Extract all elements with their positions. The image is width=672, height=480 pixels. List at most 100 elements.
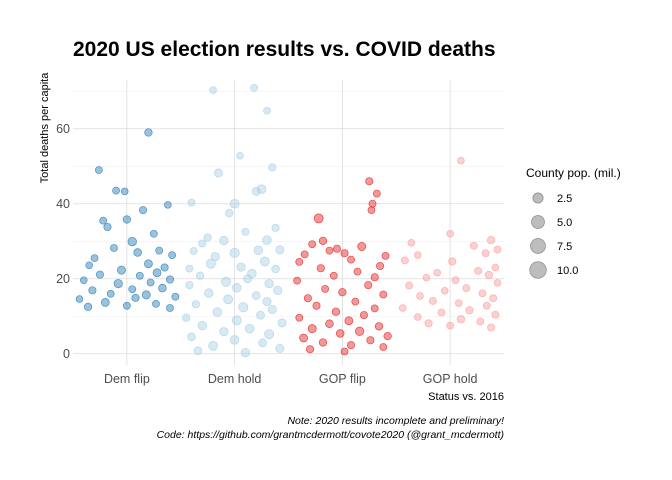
data-point bbox=[258, 338, 267, 348]
data-point bbox=[295, 257, 304, 266]
data-point bbox=[321, 284, 330, 293]
data-point bbox=[354, 326, 365, 336]
data-point bbox=[251, 291, 261, 300]
data-point bbox=[128, 285, 137, 294]
data-point bbox=[214, 168, 223, 178]
data-point bbox=[185, 281, 194, 290]
data-point bbox=[166, 304, 174, 312]
data-point bbox=[225, 208, 234, 218]
data-point bbox=[486, 235, 496, 245]
data-point bbox=[158, 283, 167, 293]
data-point bbox=[484, 270, 494, 280]
data-point bbox=[316, 264, 325, 273]
data-point bbox=[368, 199, 377, 208]
data-point bbox=[433, 268, 441, 277]
data-point bbox=[267, 304, 277, 315]
y-axis-label: Total deaths per capita bbox=[39, 72, 51, 184]
data-point bbox=[197, 320, 207, 331]
data-point bbox=[168, 251, 177, 260]
data-point bbox=[229, 198, 240, 209]
data-point bbox=[171, 292, 180, 301]
x-tick-label: Dem flip bbox=[104, 372, 150, 386]
data-point bbox=[262, 297, 272, 307]
data-point bbox=[465, 306, 474, 315]
y-tick-label: 40 bbox=[56, 197, 70, 211]
data-point bbox=[306, 345, 315, 354]
data-point bbox=[335, 329, 345, 338]
data-point bbox=[139, 206, 148, 215]
data-point bbox=[251, 187, 261, 196]
data-point bbox=[264, 279, 274, 289]
data-point bbox=[135, 271, 144, 280]
data-point bbox=[152, 299, 160, 308]
data-point bbox=[219, 235, 229, 246]
data-point bbox=[493, 279, 502, 287]
y-tick-label: 20 bbox=[56, 272, 70, 286]
y-tick-labels: 0 20 40 60 bbox=[56, 122, 70, 361]
data-point bbox=[250, 83, 258, 92]
x-tick-label: GOP flip bbox=[319, 372, 366, 386]
data-point bbox=[474, 266, 483, 275]
data-point bbox=[209, 86, 217, 94]
data-point bbox=[414, 313, 422, 321]
data-point bbox=[332, 244, 342, 253]
data-point bbox=[187, 332, 196, 342]
legend-title: County pop. (mil.) bbox=[526, 166, 621, 180]
data-point bbox=[223, 294, 234, 305]
data-point bbox=[80, 276, 88, 285]
data-point bbox=[353, 267, 362, 276]
legend-label: 7.5 bbox=[557, 241, 572, 253]
data-point bbox=[232, 283, 242, 293]
data-point bbox=[351, 297, 360, 306]
data-point bbox=[85, 261, 93, 270]
x-tick-labels: Dem flip Dem hold GOP flip GOP hold bbox=[104, 372, 478, 386]
data-point bbox=[367, 206, 376, 215]
data-point bbox=[160, 263, 169, 272]
data-point bbox=[100, 298, 110, 307]
data-point bbox=[469, 241, 478, 250]
data-point bbox=[219, 327, 229, 337]
data-point bbox=[491, 310, 500, 319]
data-point bbox=[462, 284, 471, 293]
data-point bbox=[149, 229, 158, 238]
data-point bbox=[210, 252, 220, 262]
data-point bbox=[106, 289, 115, 298]
data-point bbox=[451, 276, 460, 285]
data-point bbox=[275, 245, 285, 255]
legend-label: 5.0 bbox=[557, 217, 572, 229]
data-point bbox=[271, 264, 280, 274]
data-point bbox=[133, 248, 142, 257]
data-point bbox=[191, 300, 200, 309]
data-point bbox=[340, 249, 349, 258]
data-point bbox=[295, 313, 304, 322]
data-point bbox=[204, 288, 214, 298]
data-point bbox=[381, 251, 390, 260]
data-point bbox=[277, 318, 287, 328]
data-point bbox=[208, 340, 218, 351]
data-point bbox=[359, 311, 368, 320]
data-point bbox=[94, 166, 103, 174]
data-point bbox=[164, 201, 172, 209]
data-point bbox=[347, 255, 355, 264]
data-point bbox=[308, 240, 317, 249]
data-point bbox=[318, 236, 328, 246]
data-point bbox=[271, 223, 280, 232]
data-point bbox=[405, 281, 414, 290]
x-tick-label: GOP hold bbox=[423, 372, 478, 386]
data-point bbox=[243, 274, 252, 284]
data-point bbox=[400, 256, 409, 265]
data-point bbox=[329, 271, 338, 280]
data-point bbox=[416, 292, 424, 300]
data-point bbox=[398, 304, 407, 312]
data-point bbox=[193, 346, 203, 355]
data-point bbox=[379, 290, 388, 299]
data-point bbox=[437, 308, 446, 317]
data-point bbox=[293, 276, 302, 285]
data-point bbox=[75, 295, 84, 303]
data-point bbox=[144, 128, 153, 137]
data-point bbox=[241, 227, 250, 236]
data-point bbox=[456, 315, 466, 324]
data-point bbox=[146, 278, 155, 287]
data-point bbox=[110, 244, 118, 252]
data-point bbox=[205, 258, 216, 269]
